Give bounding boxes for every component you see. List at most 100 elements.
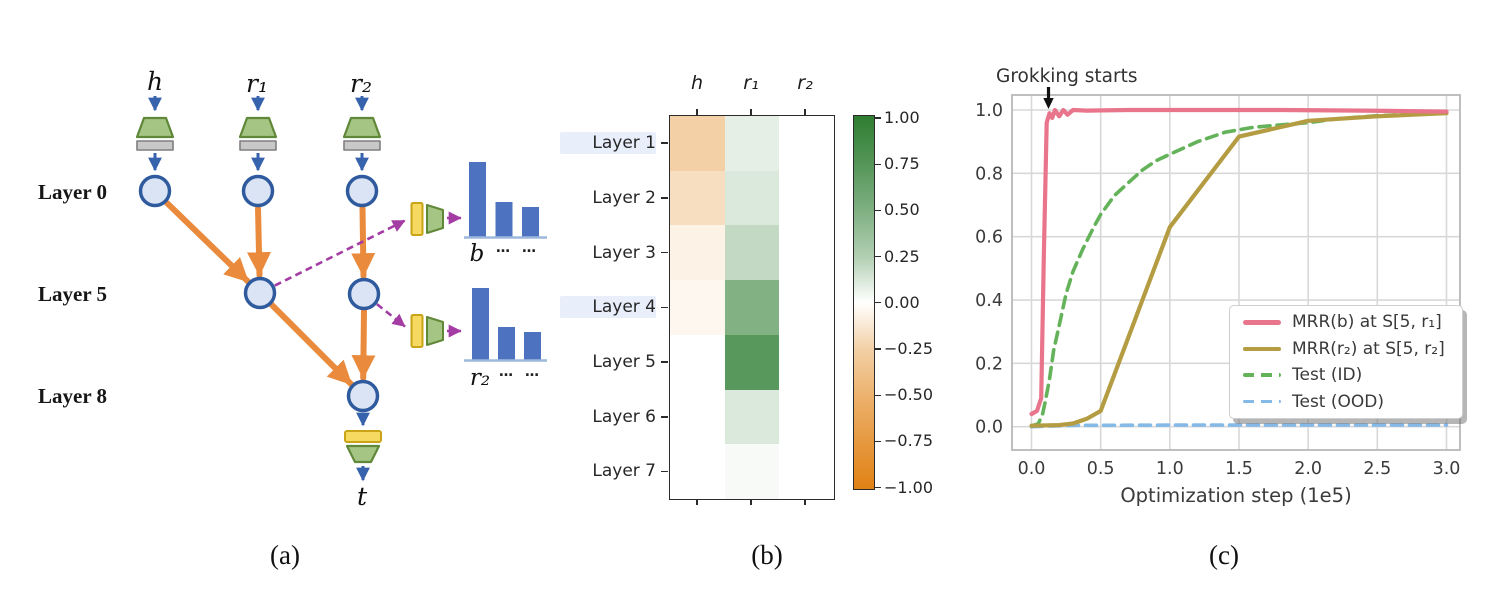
dist-r2-dots-1: … — [499, 364, 513, 380]
heatmap-cell — [779, 444, 834, 499]
panel-a-diagram: h r₁ r₂ Layer 0 Layer 5 Layer 8 — [38, 67, 547, 511]
projection-units — [344, 202, 444, 464]
embed-trapezoid-r1 — [238, 116, 278, 139]
unembed-trapezoid-1 — [426, 204, 444, 234]
heatmap-cell — [670, 170, 725, 226]
heatmap-cell — [779, 225, 834, 281]
heatmap-row-label: Layer 7 — [592, 461, 656, 482]
legend-item-test-id: Test (ID) — [1230, 363, 1462, 387]
heatmap-cell — [724, 389, 779, 445]
panel-c-line-chart: 0.0 0.5 1.0 1.5 2.0 2.5 3.00.00.20.40.60.81.0 … — [975, 66, 1461, 507]
col-tick-bottom — [750, 498, 752, 505]
annotation-arrow — [1043, 87, 1054, 109]
svg-text:1.5: 1.5 — [1225, 459, 1253, 479]
embed-bar-r1 — [239, 140, 277, 151]
hidden-state-nodes — [138, 174, 381, 413]
heatmap-cell — [779, 170, 834, 226]
row-tick — [661, 142, 668, 144]
embed-trapezoid-h — [135, 116, 175, 139]
svg-text:2.0: 2.0 — [1294, 459, 1322, 479]
layer0-label: Layer 0 — [38, 180, 107, 204]
legend-label-test-ood: Test (OOD) — [1292, 391, 1384, 412]
chart-series — [1029, 107, 1449, 429]
x-axis-label: Optimization step (1e5) — [1120, 484, 1351, 507]
colorbar-tick — [875, 163, 881, 165]
heatmap-cell — [670, 116, 725, 171]
colorbar-tick — [875, 117, 881, 119]
colorbar-tick-label: 0.25 — [884, 246, 920, 266]
col-tick-top — [804, 108, 806, 115]
heatmap-cell — [779, 389, 834, 445]
heatmap-col-header-r2: r₂ — [797, 72, 813, 94]
output-t-label: t — [357, 482, 368, 511]
colorbar-tick — [875, 255, 881, 258]
dist-b: b … … — [464, 162, 547, 267]
colorbar-tick-label: −0.50 — [884, 385, 934, 405]
heatmap-cell — [779, 116, 834, 171]
legend-label-mrr-r2: MRR(r₂) at S[5, r₂] — [1292, 338, 1445, 359]
svg-text:0.0: 0.0 — [975, 418, 1003, 438]
input-r1-label: r₁ — [246, 69, 268, 98]
heatmap-cell — [670, 225, 725, 281]
col-tick-top — [696, 108, 698, 115]
colorbar-tick — [875, 209, 881, 212]
node-r1-layer0 — [241, 174, 275, 208]
norm-bar-1 — [410, 202, 424, 236]
legend-item-mrr-b: MRR(b) at S[5, r₁] — [1230, 310, 1462, 334]
colorbar-tick — [875, 486, 881, 489]
layer8-label: Layer 8 — [38, 384, 107, 408]
row-tick — [661, 197, 668, 199]
svg-text:0.8: 0.8 — [975, 164, 1003, 184]
colorbar — [852, 115, 875, 490]
legend-label-mrr-b: MRR(b) at S[5, r₁] — [1292, 312, 1442, 333]
colorbar-tick-label: 0.50 — [884, 200, 920, 220]
caption-b: (b) — [751, 540, 783, 570]
colorbar-tick-label: −1.00 — [884, 477, 934, 497]
heatmap-cell — [779, 280, 834, 335]
heatmap-cell — [670, 280, 725, 335]
probe-arrows — [274, 211, 462, 338]
chart-legend: MRR(b) at S[5, r₁] MRR(r₂) at S[5, r₂] T… — [1229, 305, 1463, 419]
embedding-units — [135, 116, 382, 151]
unembed-trapezoid-2 — [426, 316, 444, 346]
heatmap-row-label: Layer 2 — [592, 187, 656, 208]
row-tick — [661, 415, 668, 418]
node-r2-layer0 — [345, 174, 379, 208]
svg-text:1.0: 1.0 — [1156, 459, 1184, 479]
heatmap-cell — [779, 334, 834, 390]
input-arrows — [148, 96, 370, 482]
chart-spines — [1011, 94, 1461, 451]
colorbar-tick-label: −0.25 — [884, 339, 934, 358]
svg-text:0.4: 0.4 — [975, 291, 1003, 311]
node-layer8 — [346, 379, 380, 413]
row-tick — [661, 251, 668, 254]
norm-bar-2 — [410, 314, 424, 348]
svg-text:3.0: 3.0 — [1433, 459, 1461, 479]
heatmap-row-label: Layer 6 — [592, 406, 656, 427]
heatmap-cell — [724, 170, 779, 226]
heatmap-row-label: Layer 3 — [592, 242, 656, 263]
legend-line-green-dashed — [1243, 373, 1281, 377]
node-bridge-layer5 — [243, 276, 277, 310]
heatmap-row-label: Layer 4 — [560, 296, 656, 319]
dist-b-dots-1: … — [496, 240, 510, 256]
heatmap-row-label: Layer 5 — [592, 352, 656, 373]
col-tick-bottom — [804, 498, 806, 505]
caption-a: (a) — [270, 540, 300, 570]
colorbar-tick — [875, 394, 881, 396]
heatmap-col-header-r1: r₁ — [743, 72, 759, 94]
legend-label-test-id: Test (ID) — [1292, 365, 1363, 386]
final-norm-bar — [344, 430, 382, 443]
heatmap-cell — [724, 444, 779, 499]
dist-r2: r₂ … … — [464, 288, 547, 391]
chart-tick-labels: 0.0 0.5 1.0 1.5 2.0 2.5 3.0 0.0 0.2 0.4 0.6 0.8 1.0 — [975, 101, 1460, 479]
dist-b-label: b — [470, 241, 485, 267]
layer5-label: Layer 5 — [38, 282, 107, 306]
input-r2-label: r₂ — [350, 69, 372, 98]
final-unembed-trapezoid — [345, 444, 381, 464]
heatmap-row-label: Layer 1 — [560, 132, 656, 155]
colorbar-tick — [875, 302, 881, 304]
heatmap-col-header-h: h — [690, 72, 704, 94]
dist-b-dots-2: … — [522, 240, 536, 256]
